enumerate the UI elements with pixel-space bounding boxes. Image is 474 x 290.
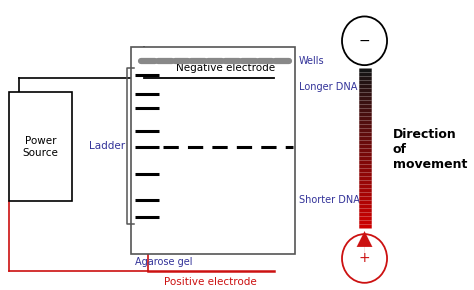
Text: Negative electrode: Negative electrode	[176, 63, 275, 73]
Ellipse shape	[342, 17, 387, 65]
Text: Agarose gel: Agarose gel	[135, 257, 192, 267]
Text: Power
Source: Power Source	[23, 136, 59, 157]
Text: +: +	[359, 251, 370, 265]
Text: Direction
of
movement: Direction of movement	[392, 128, 467, 171]
Text: Positive electrode: Positive electrode	[164, 277, 257, 287]
Text: −: −	[359, 34, 370, 48]
Text: Shorter DNA: Shorter DNA	[299, 195, 360, 205]
Bar	[9, 92, 72, 201]
Bar	[131, 46, 295, 254]
Text: Longer DNA: Longer DNA	[299, 81, 357, 92]
Text: Ladder: Ladder	[89, 141, 125, 151]
Ellipse shape	[342, 234, 387, 283]
Text: Wells: Wells	[299, 56, 324, 66]
